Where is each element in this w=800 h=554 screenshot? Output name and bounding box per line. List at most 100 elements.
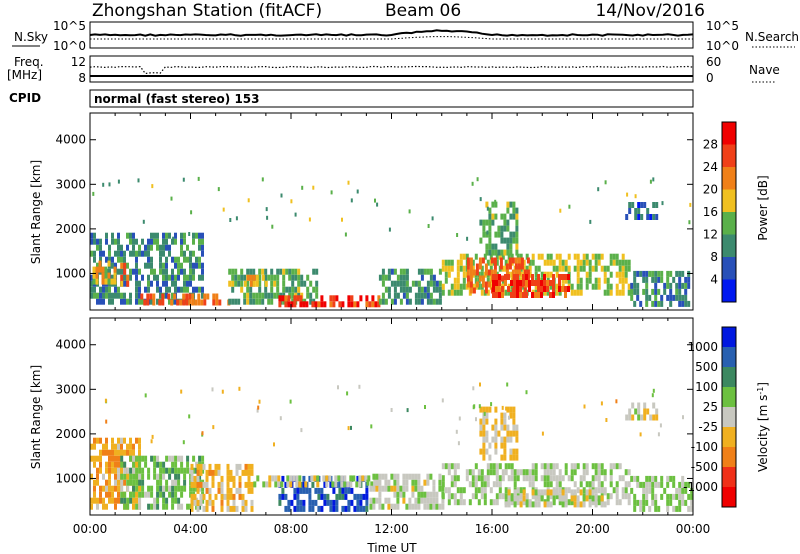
velocity-cell xyxy=(314,487,318,494)
power-cell xyxy=(475,281,479,288)
power-cell xyxy=(320,301,324,308)
power-cell xyxy=(570,283,574,290)
velocity-cell xyxy=(489,499,493,506)
power-cell xyxy=(600,265,604,272)
power-cell xyxy=(624,265,628,272)
velocity-cell xyxy=(488,406,492,413)
velocity-cell xyxy=(168,467,172,474)
velocity-cell xyxy=(265,481,269,488)
power-cell xyxy=(507,253,511,260)
power-cell xyxy=(642,270,646,277)
velocity-cell xyxy=(450,481,454,488)
velocity-cell xyxy=(334,481,338,488)
velocity-cell xyxy=(512,454,516,461)
velocity-cell xyxy=(498,463,502,470)
power-cell xyxy=(393,286,397,293)
power-cell xyxy=(255,280,259,287)
velocity-cell xyxy=(220,475,224,482)
velocity-point xyxy=(390,408,393,412)
power-point xyxy=(344,232,347,237)
velocity-cell xyxy=(485,412,489,419)
power-cell xyxy=(201,268,204,275)
power-cell xyxy=(201,244,204,251)
power-cell xyxy=(654,276,658,283)
velocity-cell xyxy=(349,481,353,488)
velocity-cell xyxy=(543,489,547,496)
velocity-cell xyxy=(453,493,457,500)
velocity-cell xyxy=(615,481,619,488)
power-cell xyxy=(135,286,138,293)
cpid-label: CPID xyxy=(9,91,41,105)
power-cell xyxy=(201,262,204,269)
velocity-cell xyxy=(199,469,203,476)
power-cell xyxy=(516,286,519,292)
velocity-cell xyxy=(525,501,529,508)
power-cell xyxy=(546,289,550,296)
power-cell xyxy=(188,299,192,306)
power-cell xyxy=(456,277,460,284)
velocity-cell xyxy=(114,497,117,504)
velocity-cell xyxy=(344,487,348,494)
power-cell xyxy=(132,232,135,239)
power-cell xyxy=(381,292,385,299)
velocity-cell xyxy=(217,481,221,488)
velocity-cell xyxy=(205,499,209,506)
velocity-cell xyxy=(105,491,108,498)
power-cell xyxy=(495,280,498,286)
velocity-cell xyxy=(576,501,580,508)
power-cell xyxy=(105,286,108,293)
power-cell xyxy=(368,301,372,308)
power-cell xyxy=(534,280,537,286)
power-cell xyxy=(515,231,519,238)
power-cell xyxy=(481,275,485,282)
power-cell xyxy=(396,274,400,281)
power-cell xyxy=(512,207,516,214)
power-cell xyxy=(162,244,165,251)
velocity-cell xyxy=(196,475,200,482)
velocity-cell xyxy=(681,493,685,500)
velocity-cell xyxy=(528,481,532,488)
power-cell xyxy=(161,299,165,306)
power-cell xyxy=(672,276,676,283)
velocity-cell xyxy=(492,469,496,476)
velocity-cell xyxy=(93,455,96,462)
power-cell xyxy=(276,292,280,299)
velocity-cell xyxy=(323,493,327,500)
power-cell xyxy=(234,274,238,281)
velocity-cell xyxy=(672,475,676,482)
power-cell xyxy=(621,259,625,266)
power-cell xyxy=(179,299,183,306)
power-cell xyxy=(183,256,186,263)
power-cell xyxy=(441,283,445,290)
power-cell xyxy=(447,265,451,272)
power-cell xyxy=(491,219,495,226)
velocity-point xyxy=(501,405,504,410)
power-cell xyxy=(503,225,507,232)
velocity-cell xyxy=(347,487,351,494)
velocity-cell xyxy=(271,475,275,482)
power-point xyxy=(350,198,353,203)
velocity-cell xyxy=(666,505,670,512)
velocity-cell xyxy=(268,475,272,482)
velocity-cell xyxy=(637,402,641,409)
velocity-cell xyxy=(295,481,299,488)
power-cell xyxy=(507,289,511,296)
power-cell xyxy=(252,292,256,299)
velocity-cell xyxy=(372,497,376,504)
power-cell xyxy=(420,274,424,281)
velocity-cell xyxy=(594,469,598,476)
power-point xyxy=(197,176,200,181)
velocity-cell xyxy=(450,463,454,470)
velocity-cell xyxy=(657,505,661,512)
velocity-cell xyxy=(335,493,339,500)
velocity-cell xyxy=(654,505,658,512)
power-cell xyxy=(252,280,256,287)
power-cell xyxy=(472,269,476,276)
power-cell xyxy=(515,243,519,250)
power-point xyxy=(280,193,283,198)
velocity-cell xyxy=(114,449,117,456)
velocity-cell xyxy=(441,485,445,492)
power-cell xyxy=(459,283,463,290)
power-cell xyxy=(514,263,518,270)
power-cell xyxy=(123,298,126,305)
